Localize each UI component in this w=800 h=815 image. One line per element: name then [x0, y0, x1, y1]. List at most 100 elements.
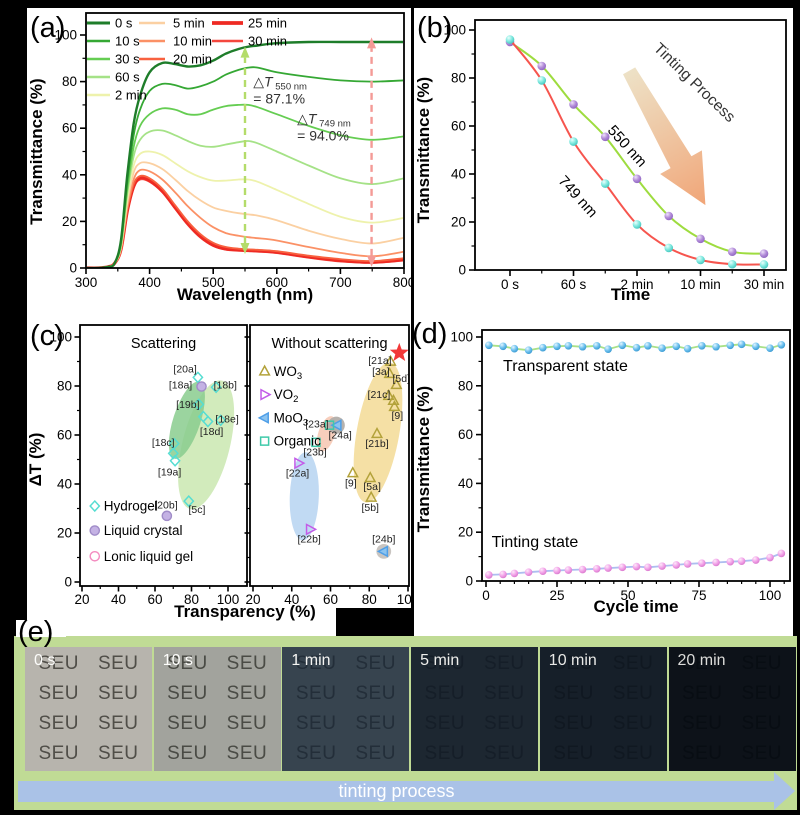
svg-text:0: 0 [64, 575, 72, 590]
panel-e-photo-strip: SEU SEU SEU SEU SEU SEU SEU SEU 0 s SEU SEU SEU SEU S… [14, 636, 797, 810]
seu-text: SEU [167, 743, 208, 764]
svg-text:20: 20 [74, 592, 89, 607]
svg-text:100: 100 [759, 588, 782, 603]
svg-text:100: 100 [54, 28, 77, 43]
svg-text:60: 60 [147, 592, 162, 607]
svg-text:500: 500 [202, 275, 225, 290]
svg-text:[20b]: [20b] [154, 499, 177, 511]
panel-c-label: (c) [30, 320, 64, 352]
seu-text: SEU [97, 683, 139, 704]
seu-text: SEU [741, 743, 783, 764]
seu-text: SEU [484, 713, 525, 734]
svg-text:= 87.1%: = 87.1% [253, 90, 305, 106]
photo-time-label: 10 min [548, 652, 597, 669]
svg-text:0 s: 0 s [501, 277, 519, 292]
svg-text:100: 100 [397, 592, 411, 607]
svg-text:Scattering: Scattering [131, 336, 196, 352]
photo-time-label: 10 s [162, 652, 193, 669]
panel-d-label: (d) [412, 318, 448, 350]
svg-text:MoO3: MoO3 [274, 410, 309, 428]
svg-text:80: 80 [458, 378, 473, 393]
svg-text:600: 600 [266, 275, 289, 290]
svg-text:[23a]: [23a] [305, 418, 328, 430]
seu-text: SEU [681, 653, 723, 674]
seu-text: SEU [226, 683, 268, 704]
svg-text:[22b]: [22b] [298, 534, 321, 546]
panel-d-cycling-chart: Transparent state Tinting state 0 25 50 75 100… [414, 329, 791, 616]
svg-text:50: 50 [620, 588, 635, 603]
svg-text:[19b]: [19b] [176, 399, 199, 411]
seu-text: SEU [97, 713, 139, 734]
svg-text:Transmittance (%): Transmittance (%) [414, 386, 433, 532]
seu-text: SEU [741, 683, 783, 704]
seu-text: SEU [681, 713, 723, 734]
svg-text:10 min: 10 min [173, 34, 212, 49]
svg-text:[18e]: [18e] [215, 414, 238, 426]
right-panels-background [414, 8, 793, 636]
seu-text: SEU [553, 653, 594, 674]
svg-text:[18d]: [18d] [200, 426, 223, 438]
svg-text:20: 20 [245, 592, 260, 607]
svg-text:[5b]: [5b] [361, 502, 379, 514]
svg-text:40: 40 [284, 592, 299, 607]
seu-text: SEU [741, 713, 783, 734]
svg-text:80: 80 [451, 71, 466, 86]
svg-text:20: 20 [62, 214, 77, 229]
svg-text:400: 400 [138, 275, 161, 290]
svg-text:40: 40 [458, 476, 473, 491]
panel-a-spectra-chart: △T 550 nm= 87.1%△T 749 nm= 94.0%300 400 50… [27, 12, 411, 304]
svg-text:VO2: VO2 [274, 387, 299, 405]
svg-text:[20a]: [20a] [173, 363, 196, 375]
sample-photo: SEU SEU SEU SEU SEU SEU SEU SEU 1 min [282, 647, 410, 771]
seu-text: SEU [38, 713, 80, 734]
svg-text:80: 80 [57, 379, 72, 394]
seu-text: SEU [295, 713, 337, 734]
svg-text:60: 60 [57, 428, 72, 443]
panel-a-label: (a) [30, 12, 66, 44]
seu-text: SEU [226, 743, 268, 764]
svg-text:25: 25 [549, 588, 564, 603]
svg-text:20: 20 [57, 526, 72, 541]
seu-text: SEU [612, 713, 654, 734]
svg-text:100: 100 [49, 330, 72, 345]
seu-text: SEU [295, 653, 337, 674]
svg-text:60 s: 60 s [115, 70, 140, 85]
svg-text:0: 0 [465, 574, 473, 589]
svg-text:0: 0 [482, 588, 490, 603]
seu-grid: SEU SEU SEU SEU SEU SEU SEU SEU [25, 647, 152, 771]
seu-text: SEU [484, 743, 525, 764]
svg-text:700: 700 [329, 275, 352, 290]
svg-text:Transparency (%): Transparency (%) [174, 602, 316, 621]
svg-text:60: 60 [323, 592, 338, 607]
svg-text:Transparent state: Transparent state [503, 358, 628, 375]
svg-text:10 min: 10 min [680, 277, 721, 292]
svg-text:30 s: 30 s [115, 52, 140, 67]
svg-text:[23b]: [23b] [303, 447, 326, 459]
black-patch [336, 608, 411, 636]
svg-text:[18c]: [18c] [152, 437, 175, 449]
seu-text: SEU [424, 743, 466, 764]
sample-photo: SEU SEU SEU SEU SEU SEU SEU SEU 10 s [153, 647, 281, 771]
seu-text: SEU [167, 653, 208, 674]
svg-text:60 s: 60 s [561, 277, 587, 292]
panel-b-label: (b) [417, 12, 453, 44]
svg-text:Without scattering: Without scattering [271, 336, 387, 352]
svg-text:Time: Time [611, 285, 650, 304]
seu-text: SEU [612, 653, 654, 674]
svg-text:60: 60 [62, 121, 77, 136]
svg-text:0: 0 [69, 261, 77, 276]
photo-time-label: 20 min [677, 652, 726, 669]
seu-text: SEU [226, 713, 268, 734]
seu-text: SEU [38, 743, 80, 764]
svg-text:Transmittance (%): Transmittance (%) [414, 77, 433, 223]
svg-text:[9]: [9] [345, 477, 357, 489]
seu-text: SEU [553, 683, 594, 704]
svg-text:75: 75 [691, 588, 706, 603]
photo-time-label: 5 min [420, 652, 460, 669]
panel-e-label-background [16, 620, 66, 637]
svg-text:WO3: WO3 [274, 364, 303, 382]
svg-text:80: 80 [184, 592, 199, 607]
svg-text:Liquid crystal: Liquid crystal [104, 523, 183, 538]
seu-text: SEU [38, 653, 80, 674]
